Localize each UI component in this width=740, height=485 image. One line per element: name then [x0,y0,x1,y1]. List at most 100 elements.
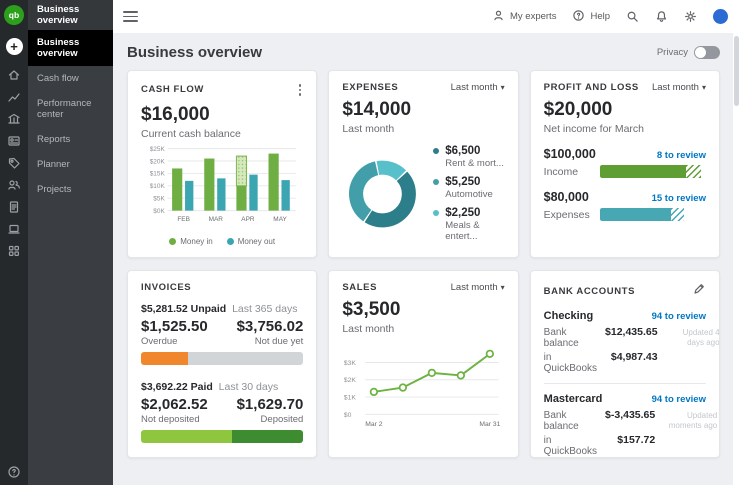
expenses-bar [599,208,706,221]
user-avatar[interactable] [713,9,728,24]
svg-text:$0: $0 [344,412,352,419]
sales-subtitle: Last month [342,323,395,335]
sidebar-title: Business overview [28,0,113,30]
not-due-label: Not due yet [254,336,304,347]
expenses-legend: $6,500 Rent & mort... $5,250 Automotive $2… [433,145,504,242]
quickbooks-logo[interactable]: qb [4,5,24,25]
search-icon[interactable] [626,10,639,23]
team-icon[interactable] [7,178,21,192]
cash-balance-amount: $16,000 [141,103,210,125]
rent-legend-dot [433,148,440,154]
profit-loss-card: PROFIT AND LOSS Last month ▾ $20,000 Net … [529,70,720,258]
checking-bank-balance: $12,435.65 [605,326,658,338]
invoices-doc-icon[interactable] [7,200,21,214]
cards-grid: CASH FLOW $16,000 Current cash balance $… [127,70,720,458]
edit-pencil-icon[interactable] [692,282,706,301]
income-bar [599,165,706,178]
sidebar-item-projects[interactable]: Projects [37,184,72,195]
overdue-label: Overdue [141,336,178,347]
laptop-icon[interactable] [7,222,21,236]
income-label: Income [543,165,579,178]
rent-amount: $6,500 [445,145,481,157]
paid-amount: $3,692.22 [141,381,188,393]
not-deposited-label: Not deposited [141,414,200,425]
go-to-registers-dropdown[interactable]: Go to registers▾ [636,458,706,459]
chevron-down-icon: ▾ [500,83,505,92]
privacy-toggle[interactable] [694,46,720,59]
sidebar-item-business-overview[interactable]: Business overview [28,30,113,66]
sidebar-item-planner[interactable]: Planner [37,159,70,170]
not-deposited-amount: $2,062.52 [141,396,208,413]
net-income-amount: $20,000 [543,99,613,120]
unpaid-section: $5,281.52 Unpaid Last 365 days $1,525.50… [141,303,304,365]
sidebar-item-performance-center[interactable]: Performance center [37,98,92,120]
expenses-subtitle: Last month [342,123,395,135]
svg-text:$10K: $10K [150,183,166,190]
contacts-card-icon[interactable] [7,134,21,148]
rent-label: Rent & mort... [445,158,504,169]
sales-line-chart: $0 $1K $2K $3K Mar 2 Mar 31 [344,349,501,428]
mastercard-review-link[interactable]: 94 to review [651,394,706,405]
hamburger-menu-icon[interactable] [123,11,138,22]
help-button[interactable]: Help [572,9,610,25]
sales-card-title: SALES [342,282,378,293]
vertical-scrollbar[interactable] [733,0,740,485]
unpaid-label: Unpaid [190,303,227,315]
help-circle-icon[interactable] [7,465,21,479]
deposited-amount: $1,629.70 [236,396,304,413]
paid-period: Last 30 days [218,381,279,393]
meals-legend-dot [433,210,440,216]
sales-period-dropdown[interactable]: Last month ▾ [450,282,505,293]
sidebar-item-reports[interactable]: Reports [37,134,71,145]
svg-text:$20K: $20K [150,158,166,165]
my-experts-button[interactable]: My experts [492,9,556,25]
sidebar-item-cash-flow[interactable]: Cash flow [37,73,79,84]
person-icon [492,9,505,25]
money-in-legend-label: Money in [180,237,213,246]
scrollbar-thumb[interactable] [734,36,739,106]
create-new-button[interactable]: + [5,38,23,55]
invoices-card: INVOICES $5,281.52 Unpaid Last 365 days … [127,270,318,458]
expenses-review-link[interactable]: 15 to review [651,193,706,204]
svg-text:$0K: $0K [153,207,165,214]
checking-review-link[interactable]: 94 to review [651,311,706,322]
meals-label: Meals & entert... [445,220,480,242]
svg-text:$2K: $2K [344,377,357,384]
checking-qb-balance: $4,987.43 [610,351,658,363]
settings-gear-icon[interactable] [684,10,697,23]
notifications-bell-icon[interactable] [655,10,668,23]
kebab-menu-icon[interactable] [297,82,304,98]
paid-bar[interactable] [141,430,304,443]
deposited-label: Deposited [260,414,304,425]
cash-flow-legend: Money in Money out [141,237,303,246]
topbar: My experts Help [113,0,740,33]
income-row: $100,000 8 to review Income [544,147,706,178]
expenses-card: EXPENSES Last month ▾ $14,000 Last month … [328,70,519,258]
unpaid-bar[interactable] [141,352,304,365]
sales-card: SALES Last month ▾ $3,500 Last month $0 $1… [328,270,519,458]
expenses-card-title: EXPENSES [342,82,399,93]
home-icon[interactable] [7,68,21,82]
svg-text:FEB: FEB [177,215,190,222]
sales-tag-icon[interactable] [7,156,21,170]
bank-icon[interactable] [7,112,21,126]
mastercard-balance-label: Bank balance [543,410,579,432]
income-review-link[interactable]: 8 to review [656,150,706,161]
expenses-period-dropdown[interactable]: Last month ▾ [450,82,505,93]
rail-bottom [7,465,21,479]
unpaid-period: Last 365 days [232,303,298,315]
insights-chart-icon[interactable] [7,90,21,104]
paid-label: Paid [190,381,213,393]
connect-accounts-link[interactable]: Connect accounts [544,457,635,458]
automotive-legend-dot [433,179,440,185]
apps-grid-icon[interactable] [7,244,21,258]
checking-balance-label: Bank balance [543,327,579,349]
mastercard-qb-label: in QuickBooks [543,435,598,457]
cash-flow-chart: $0K $5K $10K $15K $20K $25K FEB MAR APR MAY [150,145,297,222]
expenses-donut-chart [349,160,417,227]
paid-section: $3,692.22 Paid Last 30 days $2,062.52 $1… [141,381,304,443]
profit-loss-period-dropdown[interactable]: Last month ▾ [651,82,706,93]
svg-text:$3K: $3K [344,360,357,367]
main-area: My experts Help Business overview Privac… [113,0,740,485]
checking-qb-label: in QuickBooks [543,352,598,374]
